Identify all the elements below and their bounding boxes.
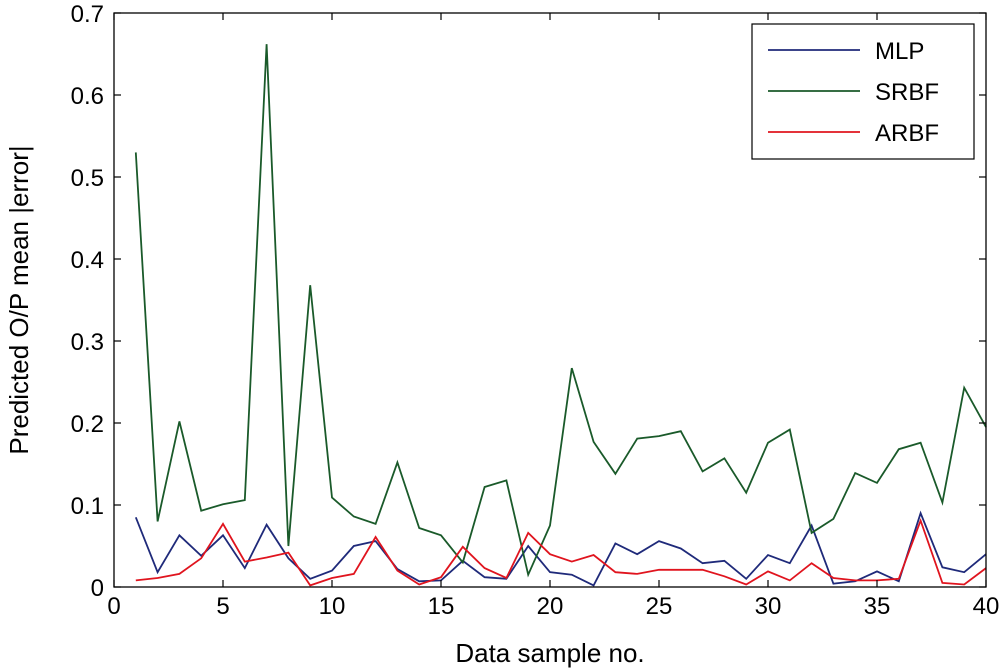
- legend-label-arbf: ARBF: [875, 120, 939, 147]
- legend-label-srbf: SRBF: [875, 79, 939, 106]
- x-tick-label: 5: [216, 593, 229, 620]
- series-line-srbf: [134, 44, 987, 578]
- y-tick-label: 0.6: [71, 83, 104, 110]
- x-tick-label: 35: [864, 593, 891, 620]
- axis-ticks: [113, 12, 987, 588]
- x-tick-label: 25: [646, 593, 673, 620]
- y-tick-label: 0.2: [71, 411, 104, 438]
- axis-tick-labels: 0 5 10 15 20 25 30 35 40 0 0.1 0.2 0.3 0.4 0.5 0.6 0.7: [71, 1, 1000, 620]
- x-tick-label: 40: [973, 593, 1000, 620]
- series-line-mlp: [134, 510, 987, 587]
- y-tick-label: 0.7: [71, 1, 104, 28]
- series-line-arbf: [135, 517, 987, 587]
- y-tick-label: 0: [91, 575, 104, 602]
- x-tick-label: 0: [107, 593, 120, 620]
- y-tick-label: 0.3: [71, 329, 104, 356]
- x-tick-label: 30: [755, 593, 782, 620]
- y-tick-label: 0.4: [71, 247, 104, 274]
- legend: MLP SRBF ARBF: [751, 23, 975, 160]
- legend-label-mlp: MLP: [875, 38, 924, 65]
- y-tick-label: 0.5: [71, 165, 104, 192]
- x-axis-title: Data sample no.: [455, 638, 644, 668]
- x-tick-label: 15: [428, 593, 455, 620]
- x-tick-label: 10: [319, 593, 346, 620]
- y-axis-title: Predicted O/P mean |error|: [4, 145, 34, 454]
- x-tick-label: 20: [537, 593, 564, 620]
- y-tick-label: 0.1: [71, 493, 104, 520]
- series-lines: [134, 44, 987, 587]
